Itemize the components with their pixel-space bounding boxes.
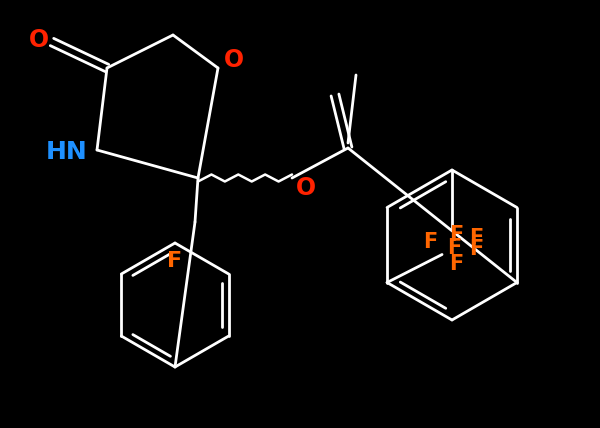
Text: HN: HN xyxy=(46,140,88,164)
Text: F: F xyxy=(449,225,463,244)
Text: F: F xyxy=(449,255,463,274)
Text: F: F xyxy=(447,238,461,258)
Text: F: F xyxy=(167,251,182,271)
Text: F: F xyxy=(423,232,437,252)
Text: O: O xyxy=(296,176,316,200)
Text: F: F xyxy=(469,228,483,248)
Text: F: F xyxy=(469,238,483,259)
Text: O: O xyxy=(224,48,244,72)
Text: O: O xyxy=(29,28,49,52)
